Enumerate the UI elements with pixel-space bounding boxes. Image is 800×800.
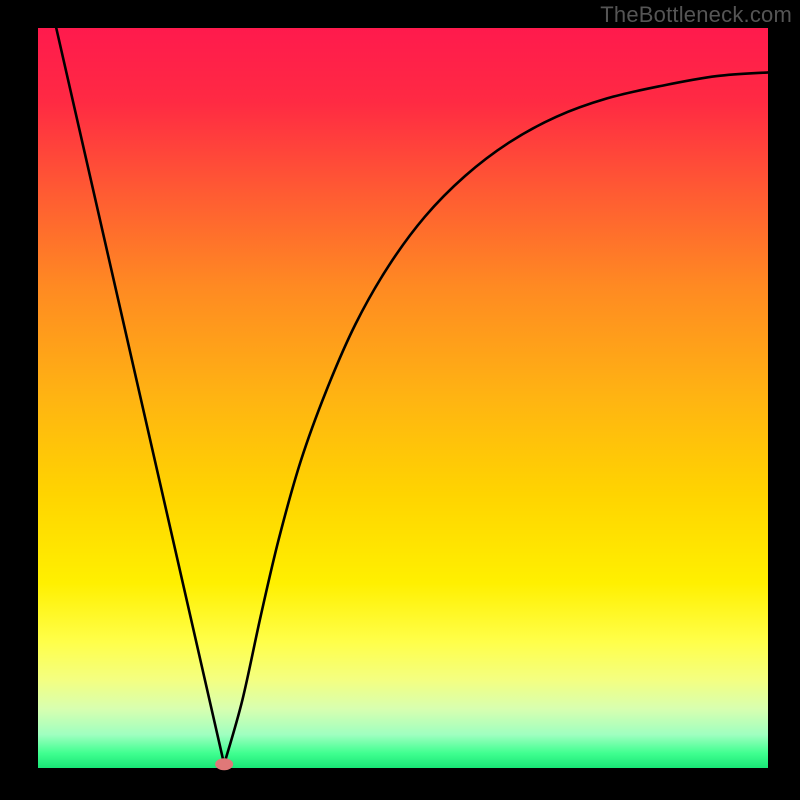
gradient-background — [38, 28, 768, 768]
bottleneck-chart — [0, 0, 800, 800]
optimum-marker — [215, 758, 233, 770]
attribution-text: TheBottleneck.com — [600, 2, 792, 28]
